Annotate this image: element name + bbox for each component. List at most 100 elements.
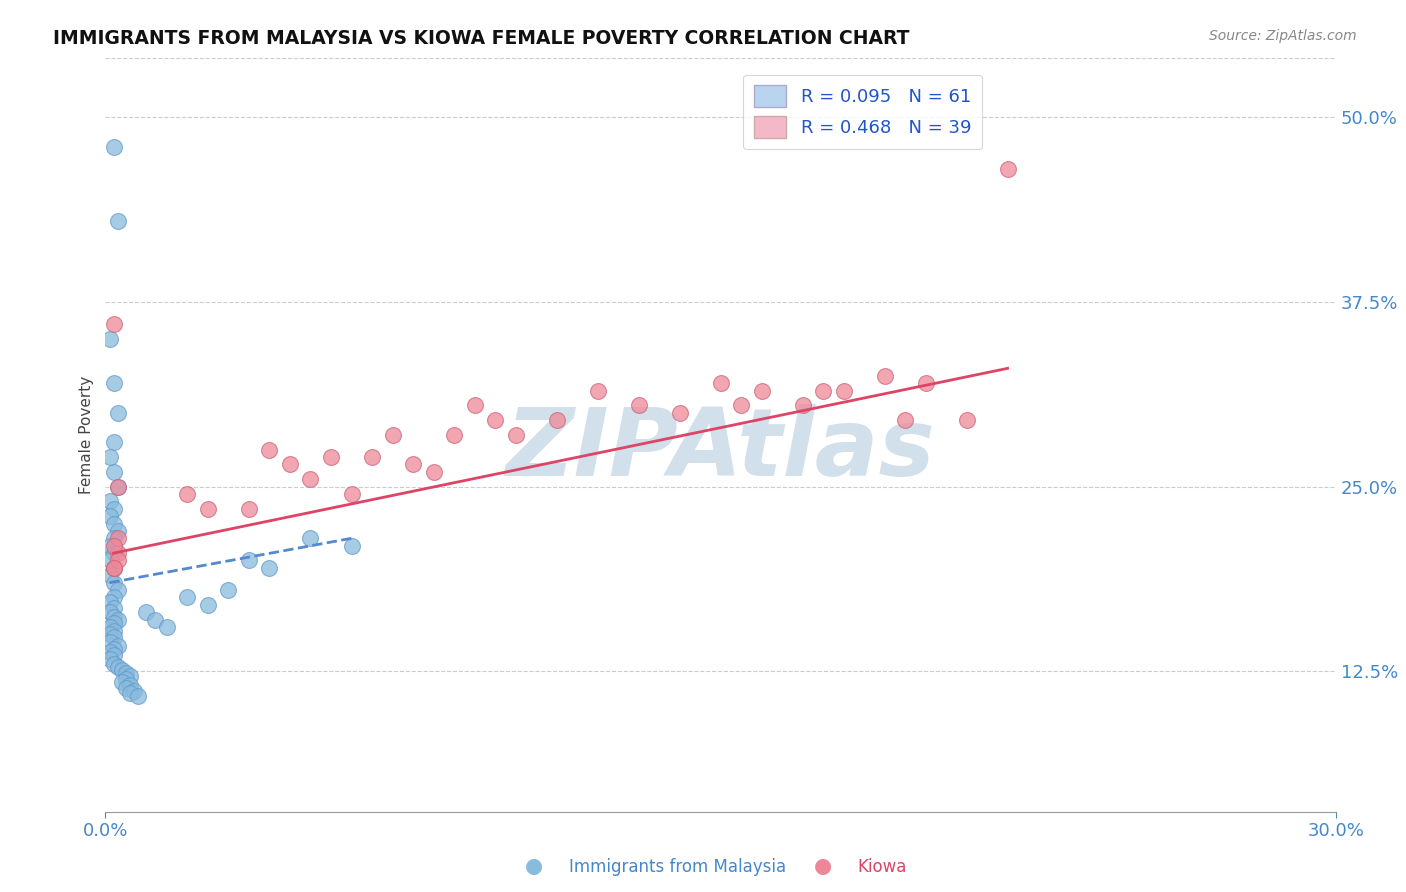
Point bbox=[402, 458, 425, 472]
Point bbox=[103, 546, 125, 560]
Point bbox=[103, 615, 125, 630]
Point bbox=[98, 539, 121, 553]
Point bbox=[107, 546, 129, 560]
Point bbox=[299, 472, 322, 486]
Point bbox=[103, 531, 125, 545]
Point bbox=[107, 479, 129, 493]
Point bbox=[103, 561, 125, 575]
Point bbox=[710, 376, 733, 391]
Point bbox=[103, 539, 125, 553]
Point bbox=[98, 627, 121, 641]
Point bbox=[668, 406, 690, 420]
Point bbox=[103, 516, 125, 531]
Point bbox=[98, 605, 121, 619]
Point bbox=[103, 376, 125, 391]
Text: IMMIGRANTS FROM MALAYSIA VS KIOWA FEMALE POVERTY CORRELATION CHART: IMMIGRANTS FROM MALAYSIA VS KIOWA FEMALE… bbox=[53, 29, 910, 47]
Point bbox=[299, 531, 322, 545]
Point bbox=[103, 317, 125, 331]
Text: Source: ZipAtlas.com: Source: ZipAtlas.com bbox=[1209, 29, 1357, 43]
Point bbox=[197, 501, 219, 516]
Point bbox=[381, 428, 404, 442]
Point bbox=[103, 561, 125, 575]
Point bbox=[103, 648, 125, 662]
Y-axis label: Female Poverty: Female Poverty bbox=[79, 376, 94, 494]
Point bbox=[751, 384, 773, 398]
Point bbox=[103, 465, 125, 479]
Point bbox=[98, 645, 121, 659]
Point bbox=[107, 660, 129, 674]
Point bbox=[127, 690, 149, 704]
Text: ZIPAtlas: ZIPAtlas bbox=[506, 404, 935, 496]
Point bbox=[103, 435, 125, 450]
Point bbox=[115, 681, 138, 695]
Point bbox=[98, 595, 121, 609]
Point bbox=[107, 531, 129, 545]
Point bbox=[98, 332, 121, 346]
Point bbox=[103, 139, 125, 153]
Point bbox=[98, 494, 121, 508]
Point bbox=[103, 501, 125, 516]
Point bbox=[218, 582, 240, 597]
Point bbox=[361, 450, 384, 464]
Text: Kiowa: Kiowa bbox=[858, 858, 907, 876]
Point bbox=[832, 384, 855, 398]
Point bbox=[143, 613, 166, 627]
Point bbox=[176, 591, 198, 605]
Point bbox=[156, 620, 179, 634]
Point bbox=[98, 634, 121, 648]
Point bbox=[505, 428, 527, 442]
Point bbox=[103, 624, 125, 639]
Point bbox=[319, 450, 342, 464]
Point bbox=[98, 620, 121, 634]
Point bbox=[122, 683, 145, 698]
Point bbox=[443, 428, 465, 442]
Point bbox=[103, 657, 125, 671]
Legend: R = 0.095   N = 61, R = 0.468   N = 39: R = 0.095 N = 61, R = 0.468 N = 39 bbox=[744, 75, 983, 149]
Point bbox=[914, 376, 936, 391]
Point bbox=[997, 161, 1019, 176]
Point bbox=[464, 398, 486, 412]
Point bbox=[238, 553, 260, 567]
Point bbox=[259, 442, 281, 457]
Point bbox=[120, 686, 141, 700]
Point bbox=[103, 575, 125, 590]
Point bbox=[546, 413, 568, 427]
Point bbox=[107, 639, 129, 653]
Point bbox=[103, 630, 125, 644]
Point bbox=[422, 465, 444, 479]
Point bbox=[98, 509, 121, 524]
Point bbox=[107, 582, 129, 597]
Point bbox=[103, 609, 125, 624]
Point bbox=[107, 553, 129, 567]
Point bbox=[98, 652, 121, 666]
Point bbox=[107, 613, 129, 627]
Point bbox=[103, 561, 125, 575]
Text: Immigrants from Malaysia: Immigrants from Malaysia bbox=[569, 858, 786, 876]
Point bbox=[103, 642, 125, 657]
Point bbox=[115, 672, 138, 686]
Point bbox=[111, 674, 134, 689]
Point bbox=[103, 600, 125, 615]
Point bbox=[586, 384, 609, 398]
Point bbox=[120, 678, 141, 692]
Point bbox=[98, 568, 121, 582]
Point bbox=[103, 591, 125, 605]
Point bbox=[484, 413, 506, 427]
Point bbox=[873, 368, 896, 383]
Text: ●: ● bbox=[526, 856, 543, 876]
Point bbox=[340, 487, 363, 501]
Point bbox=[98, 553, 121, 567]
Point bbox=[107, 406, 129, 420]
Point bbox=[811, 384, 834, 398]
Point bbox=[730, 398, 752, 412]
Point bbox=[894, 413, 917, 427]
Point bbox=[340, 539, 363, 553]
Point bbox=[135, 605, 157, 619]
Point bbox=[107, 524, 129, 538]
Point bbox=[259, 561, 281, 575]
Point bbox=[197, 598, 219, 612]
Point bbox=[98, 450, 121, 464]
Point bbox=[792, 398, 814, 412]
Point bbox=[107, 479, 129, 493]
Point bbox=[111, 663, 134, 677]
